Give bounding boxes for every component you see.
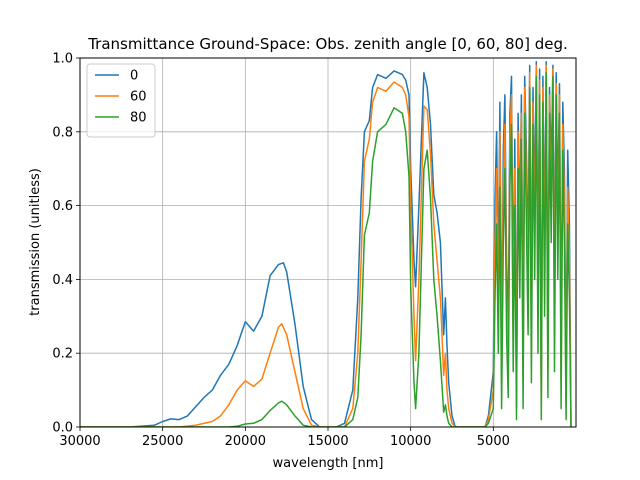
- x-tick-label: 15000: [307, 434, 348, 449]
- y-tick-label: 0.0: [52, 421, 73, 436]
- y-axis-ticks: 0.0 0.2 0.4 0.6 0.8 1.0: [52, 52, 80, 436]
- legend-frame: [86, 63, 156, 138]
- legend-label-60: 60: [130, 90, 147, 105]
- grid: [79, 57, 576, 428]
- x-tick-label: 10000: [390, 434, 431, 449]
- x-tick-label: 5000: [477, 434, 510, 449]
- y-tick-label: 0.2: [52, 347, 73, 362]
- series-line-80: [80, 72, 572, 427]
- y-tick-label: 0.6: [52, 199, 73, 214]
- x-axis-label: wavelength [nm]: [273, 456, 384, 471]
- legend-label-0: 0: [130, 69, 138, 84]
- series-layer: [80, 60, 572, 427]
- y-axis-label: transmission (unitless): [28, 168, 43, 316]
- series-line-60: [80, 64, 572, 427]
- x-axis-ticks: 30000 25000 20000 15000 10000 5000: [59, 427, 510, 449]
- x-tick-label: 30000: [59, 434, 100, 449]
- chart-title: Transmittance Ground-Space: Obs. zenith …: [87, 35, 568, 53]
- x-tick-label: 25000: [142, 434, 183, 449]
- y-tick-label: 0.8: [52, 125, 73, 140]
- legend: 0 60 80: [86, 63, 156, 138]
- y-tick-label: 1.0: [52, 52, 73, 67]
- legend-label-80: 80: [130, 111, 147, 126]
- x-tick-label: 20000: [225, 434, 266, 449]
- y-tick-label: 0.4: [52, 273, 73, 288]
